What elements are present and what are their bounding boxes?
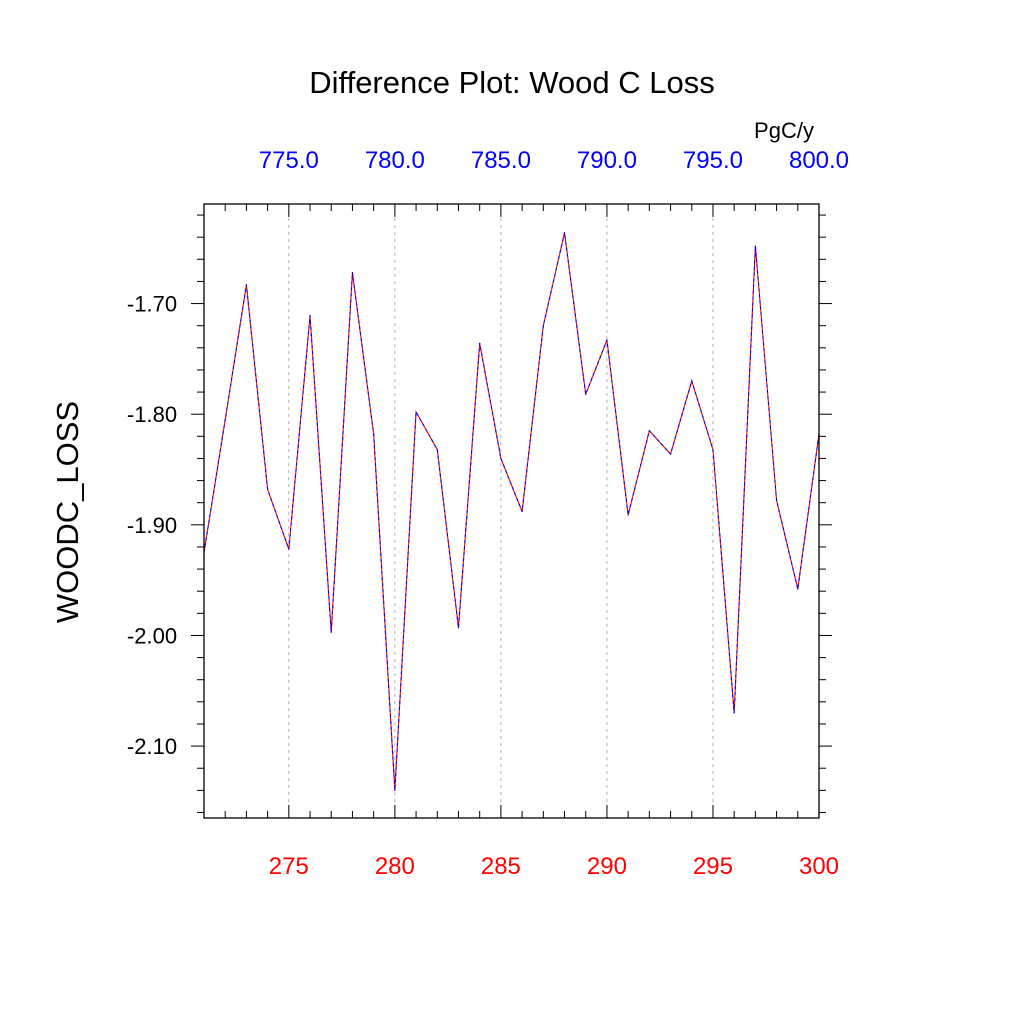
- data-point: [775, 499, 778, 502]
- x-tick-label-bottom: 285: [481, 853, 521, 880]
- data-point: [224, 419, 226, 421]
- x-tick-label-bottom: 280: [375, 853, 415, 880]
- axis-ticks: [191, 204, 832, 818]
- data-point: [500, 457, 502, 460]
- data-point: [733, 712, 735, 714]
- data-point: [712, 449, 714, 451]
- data-point: [288, 548, 290, 550]
- x-tick-label-bottom: 295: [693, 853, 733, 880]
- data-point: [563, 232, 566, 234]
- y-tick-label: -1.80: [127, 402, 177, 427]
- x-tick-label-bottom: 300: [799, 853, 839, 880]
- data-point: [351, 271, 354, 274]
- chart-title: Difference Plot: Wood C Loss: [309, 65, 715, 100]
- data-point: [245, 284, 248, 286]
- data-point: [585, 393, 587, 395]
- x-tick-label-top: 775.0: [259, 147, 319, 174]
- data-point: [457, 627, 460, 629]
- x-tick-label-top: 780.0: [365, 147, 425, 174]
- x-tick-labels-top: 775.0 780.0 785.0 790.0 795.0 800.0: [259, 147, 849, 174]
- x-tick-label-top: 795.0: [683, 147, 743, 174]
- data-point: [267, 488, 269, 491]
- data-point: [436, 449, 438, 451]
- data-point: [669, 453, 672, 455]
- x-tick-label-top: 790.0: [577, 147, 637, 174]
- x-tick-label-top: 785.0: [471, 147, 531, 174]
- plot-frame: [203, 203, 820, 819]
- x-tick-label-bottom: 290: [587, 853, 627, 880]
- y-tick-label: -1.90: [127, 513, 177, 538]
- series-line-0: [203, 232, 820, 791]
- y-axis-label: WOODC_LOSS: [50, 401, 85, 623]
- x-tick-labels-bottom: 275 280 285 290 295 300: [269, 853, 839, 880]
- data-point: [309, 315, 311, 317]
- grid-lines: [288, 204, 714, 818]
- data-point: [415, 411, 417, 413]
- data-point: [648, 430, 650, 432]
- data-point: [330, 631, 332, 633]
- data-point: [373, 433, 375, 435]
- data-point: [521, 510, 523, 513]
- y-tick-label: -2.10: [127, 734, 177, 759]
- series-line-1: [203, 232, 820, 791]
- data-point: [606, 339, 608, 341]
- data-point: [394, 789, 396, 791]
- data-point: [691, 380, 693, 382]
- data-point: [542, 325, 544, 327]
- y-tick-label: -1.70: [127, 292, 177, 317]
- x-tick-label-top: 800.0: [789, 147, 849, 174]
- x-tick-label-bottom: 275: [269, 853, 309, 880]
- y-tick-label: -2.00: [127, 623, 177, 648]
- data-point: [479, 342, 481, 344]
- data-point: [797, 588, 799, 590]
- y-tick-labels: -1.70 -1.80 -1.90 -2.00 -2.10: [127, 292, 177, 760]
- data-point: [754, 245, 756, 247]
- data-series: [203, 232, 820, 791]
- data-point: [627, 514, 629, 516]
- units-label: PgC/y: [754, 118, 814, 143]
